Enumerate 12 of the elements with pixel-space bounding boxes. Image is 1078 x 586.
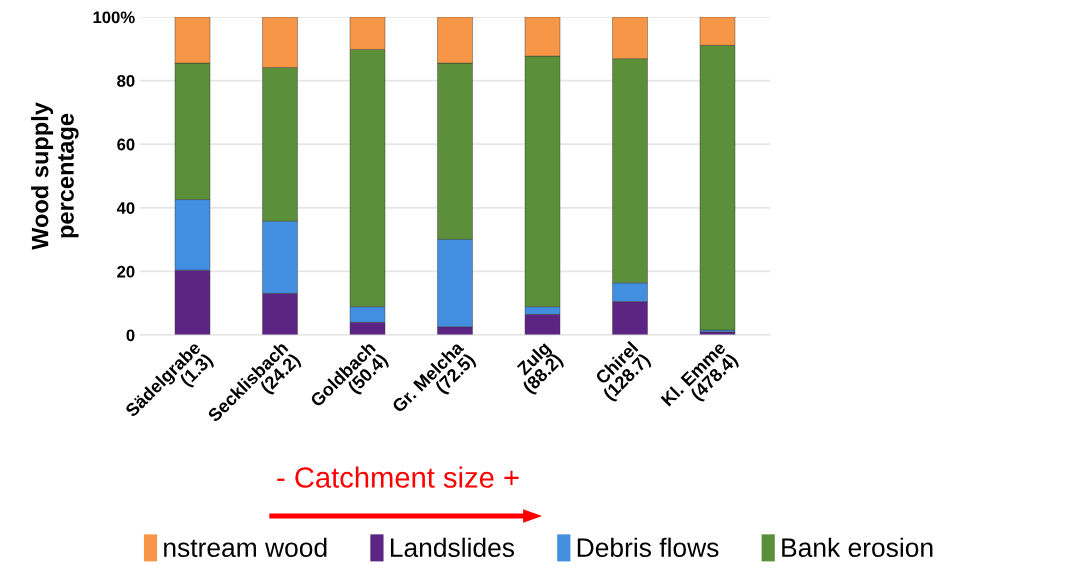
y-axis-title: Wood supply percentage xyxy=(31,102,79,250)
legend-label: nstream wood xyxy=(164,537,327,558)
y-tick-label: 60 xyxy=(117,138,135,151)
text: - Catchment size + xyxy=(277,466,519,488)
y-tick-label: 80 xyxy=(117,75,135,87)
legend-label: Debris flows xyxy=(577,537,719,558)
y-tick-label: 20 xyxy=(117,265,135,278)
legend-label: Landslides xyxy=(390,537,515,558)
y-tick-label: 0 xyxy=(126,329,135,342)
y-tick-label: 100% xyxy=(93,11,135,24)
y-tick-label: 40 xyxy=(116,202,135,214)
legend-label: Bank erosion xyxy=(782,537,933,558)
